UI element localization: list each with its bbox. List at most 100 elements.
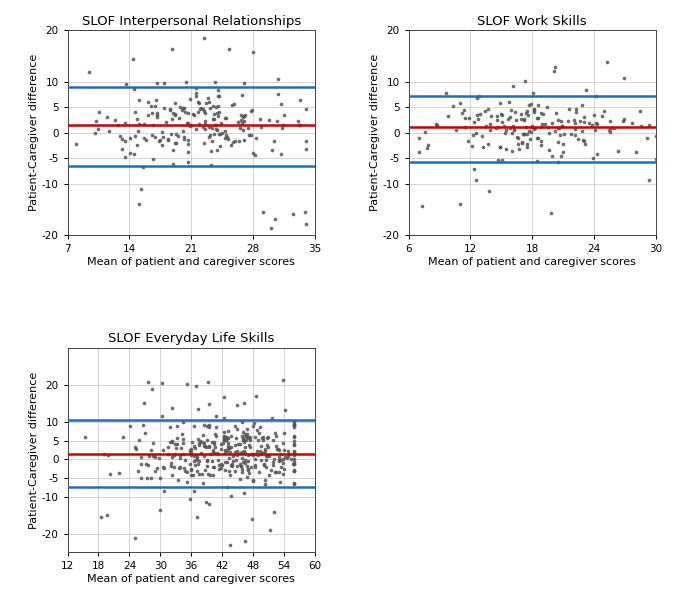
Point [129,131,140,141]
Point [136,459,147,469]
Point [273,452,284,462]
Point [201,462,212,472]
Point [164,104,175,114]
Point [191,455,201,465]
Point [533,113,544,123]
Point [235,123,245,132]
Point [226,459,237,469]
Point [274,476,285,486]
Point [207,447,218,456]
Point [279,445,289,455]
Point [251,446,262,456]
Point [289,446,299,456]
Point [559,129,570,139]
Point [462,136,473,146]
Point [136,473,147,483]
Point [166,470,177,480]
Point [270,214,281,224]
Point [570,131,581,140]
Point [199,116,210,126]
Point [524,100,535,110]
Point [196,469,207,479]
Point [517,137,528,146]
Point [260,455,271,465]
Point [185,447,196,457]
Point [228,137,239,146]
Point [592,149,602,159]
Y-axis label: Patient-Caregiver difference: Patient-Caregiver difference [370,54,380,211]
Point [198,138,209,148]
Point [299,207,310,217]
Point [573,134,583,144]
Point [158,132,168,141]
Point [274,456,285,466]
Point [124,148,135,158]
Point [486,111,497,121]
Point [201,442,212,452]
Point [543,123,554,132]
Point [540,120,551,129]
X-axis label: Mean of patient and caregiver scores: Mean of patient and caregiver scores [87,257,295,267]
Point [168,159,179,169]
Point [279,405,290,415]
Point [222,457,233,467]
Point [289,436,299,446]
Point [199,438,210,448]
Point [195,103,206,112]
Point [285,454,296,464]
Point [474,91,485,101]
Point [207,123,218,133]
Point [134,435,145,445]
Point [208,470,219,480]
Point [89,128,100,138]
Point [197,478,208,488]
Point [240,429,251,439]
Point [249,151,260,160]
Point [222,433,233,443]
Point [417,201,428,211]
Point [293,116,304,126]
Point [529,123,540,133]
Point [197,123,208,132]
Point [277,454,288,464]
Point [227,100,238,109]
Point [515,115,526,124]
Point [179,463,190,473]
Point [289,421,299,430]
Point [295,120,306,130]
Point [218,431,229,441]
Point [468,164,479,174]
Point [178,132,189,142]
Point [244,130,255,140]
Point [480,106,491,116]
Point [268,436,279,446]
Point [246,130,257,140]
Point [185,446,195,455]
Point [216,128,227,138]
Point [550,63,560,72]
Point [279,464,290,474]
Point [501,144,512,154]
Point [237,418,247,427]
Point [103,450,114,459]
Point [283,452,293,461]
Point [276,123,287,133]
Point [212,111,223,121]
Point [570,118,581,128]
Point [193,469,204,479]
Point [193,97,203,107]
Point [267,460,278,470]
Point [282,453,293,463]
Point [185,465,196,475]
Point [216,460,227,470]
Point [189,456,200,466]
Point [206,146,217,156]
Point [512,139,523,149]
Point [289,459,299,469]
Point [259,460,270,470]
Point [249,460,260,470]
Point [219,435,230,445]
Point [163,135,174,144]
Point [186,450,197,459]
Point [203,469,214,479]
